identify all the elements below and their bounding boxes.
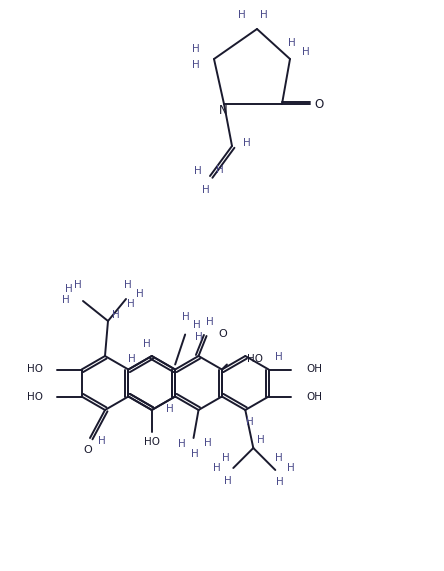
Text: H: H — [224, 476, 232, 486]
Text: H: H — [62, 295, 70, 305]
Text: HO: HO — [247, 355, 263, 364]
Text: H: H — [214, 463, 221, 473]
Text: H: H — [194, 166, 202, 176]
Text: O: O — [83, 445, 92, 455]
Text: H: H — [275, 453, 283, 463]
Text: H: H — [127, 355, 135, 364]
Text: H: H — [222, 453, 230, 463]
Text: H: H — [216, 165, 224, 175]
Text: HO: HO — [144, 437, 160, 447]
Text: H: H — [202, 185, 210, 195]
Text: H: H — [190, 449, 198, 459]
Text: N: N — [218, 104, 227, 118]
Text: O: O — [218, 329, 227, 339]
Text: H: H — [288, 38, 296, 48]
Text: H: H — [166, 404, 174, 413]
Text: O: O — [314, 98, 324, 111]
Text: H: H — [127, 299, 135, 309]
Text: H: H — [195, 332, 203, 341]
Text: H: H — [192, 44, 200, 54]
Text: OH: OH — [307, 392, 323, 401]
Text: H: H — [260, 10, 268, 20]
Text: H: H — [65, 284, 73, 294]
Text: H: H — [112, 310, 120, 320]
Text: H: H — [178, 439, 186, 449]
Text: H: H — [182, 312, 190, 321]
Text: H: H — [143, 339, 151, 349]
Text: H: H — [287, 463, 295, 473]
Text: OH: OH — [307, 364, 323, 375]
Text: H: H — [302, 47, 310, 57]
Text: H: H — [74, 280, 82, 290]
Text: H: H — [206, 317, 214, 327]
Text: H: H — [124, 280, 132, 290]
Text: H: H — [243, 138, 251, 148]
Text: H: H — [238, 10, 246, 20]
Text: HO: HO — [27, 364, 43, 375]
Text: H: H — [275, 352, 283, 361]
Text: H: H — [193, 320, 201, 329]
Text: H: H — [204, 438, 211, 448]
Text: H: H — [192, 60, 200, 70]
Text: HO: HO — [27, 392, 43, 401]
Text: H: H — [136, 289, 144, 299]
Text: H: H — [246, 417, 254, 427]
Text: H: H — [258, 435, 265, 445]
Text: H: H — [277, 477, 284, 487]
Text: H: H — [98, 436, 106, 446]
